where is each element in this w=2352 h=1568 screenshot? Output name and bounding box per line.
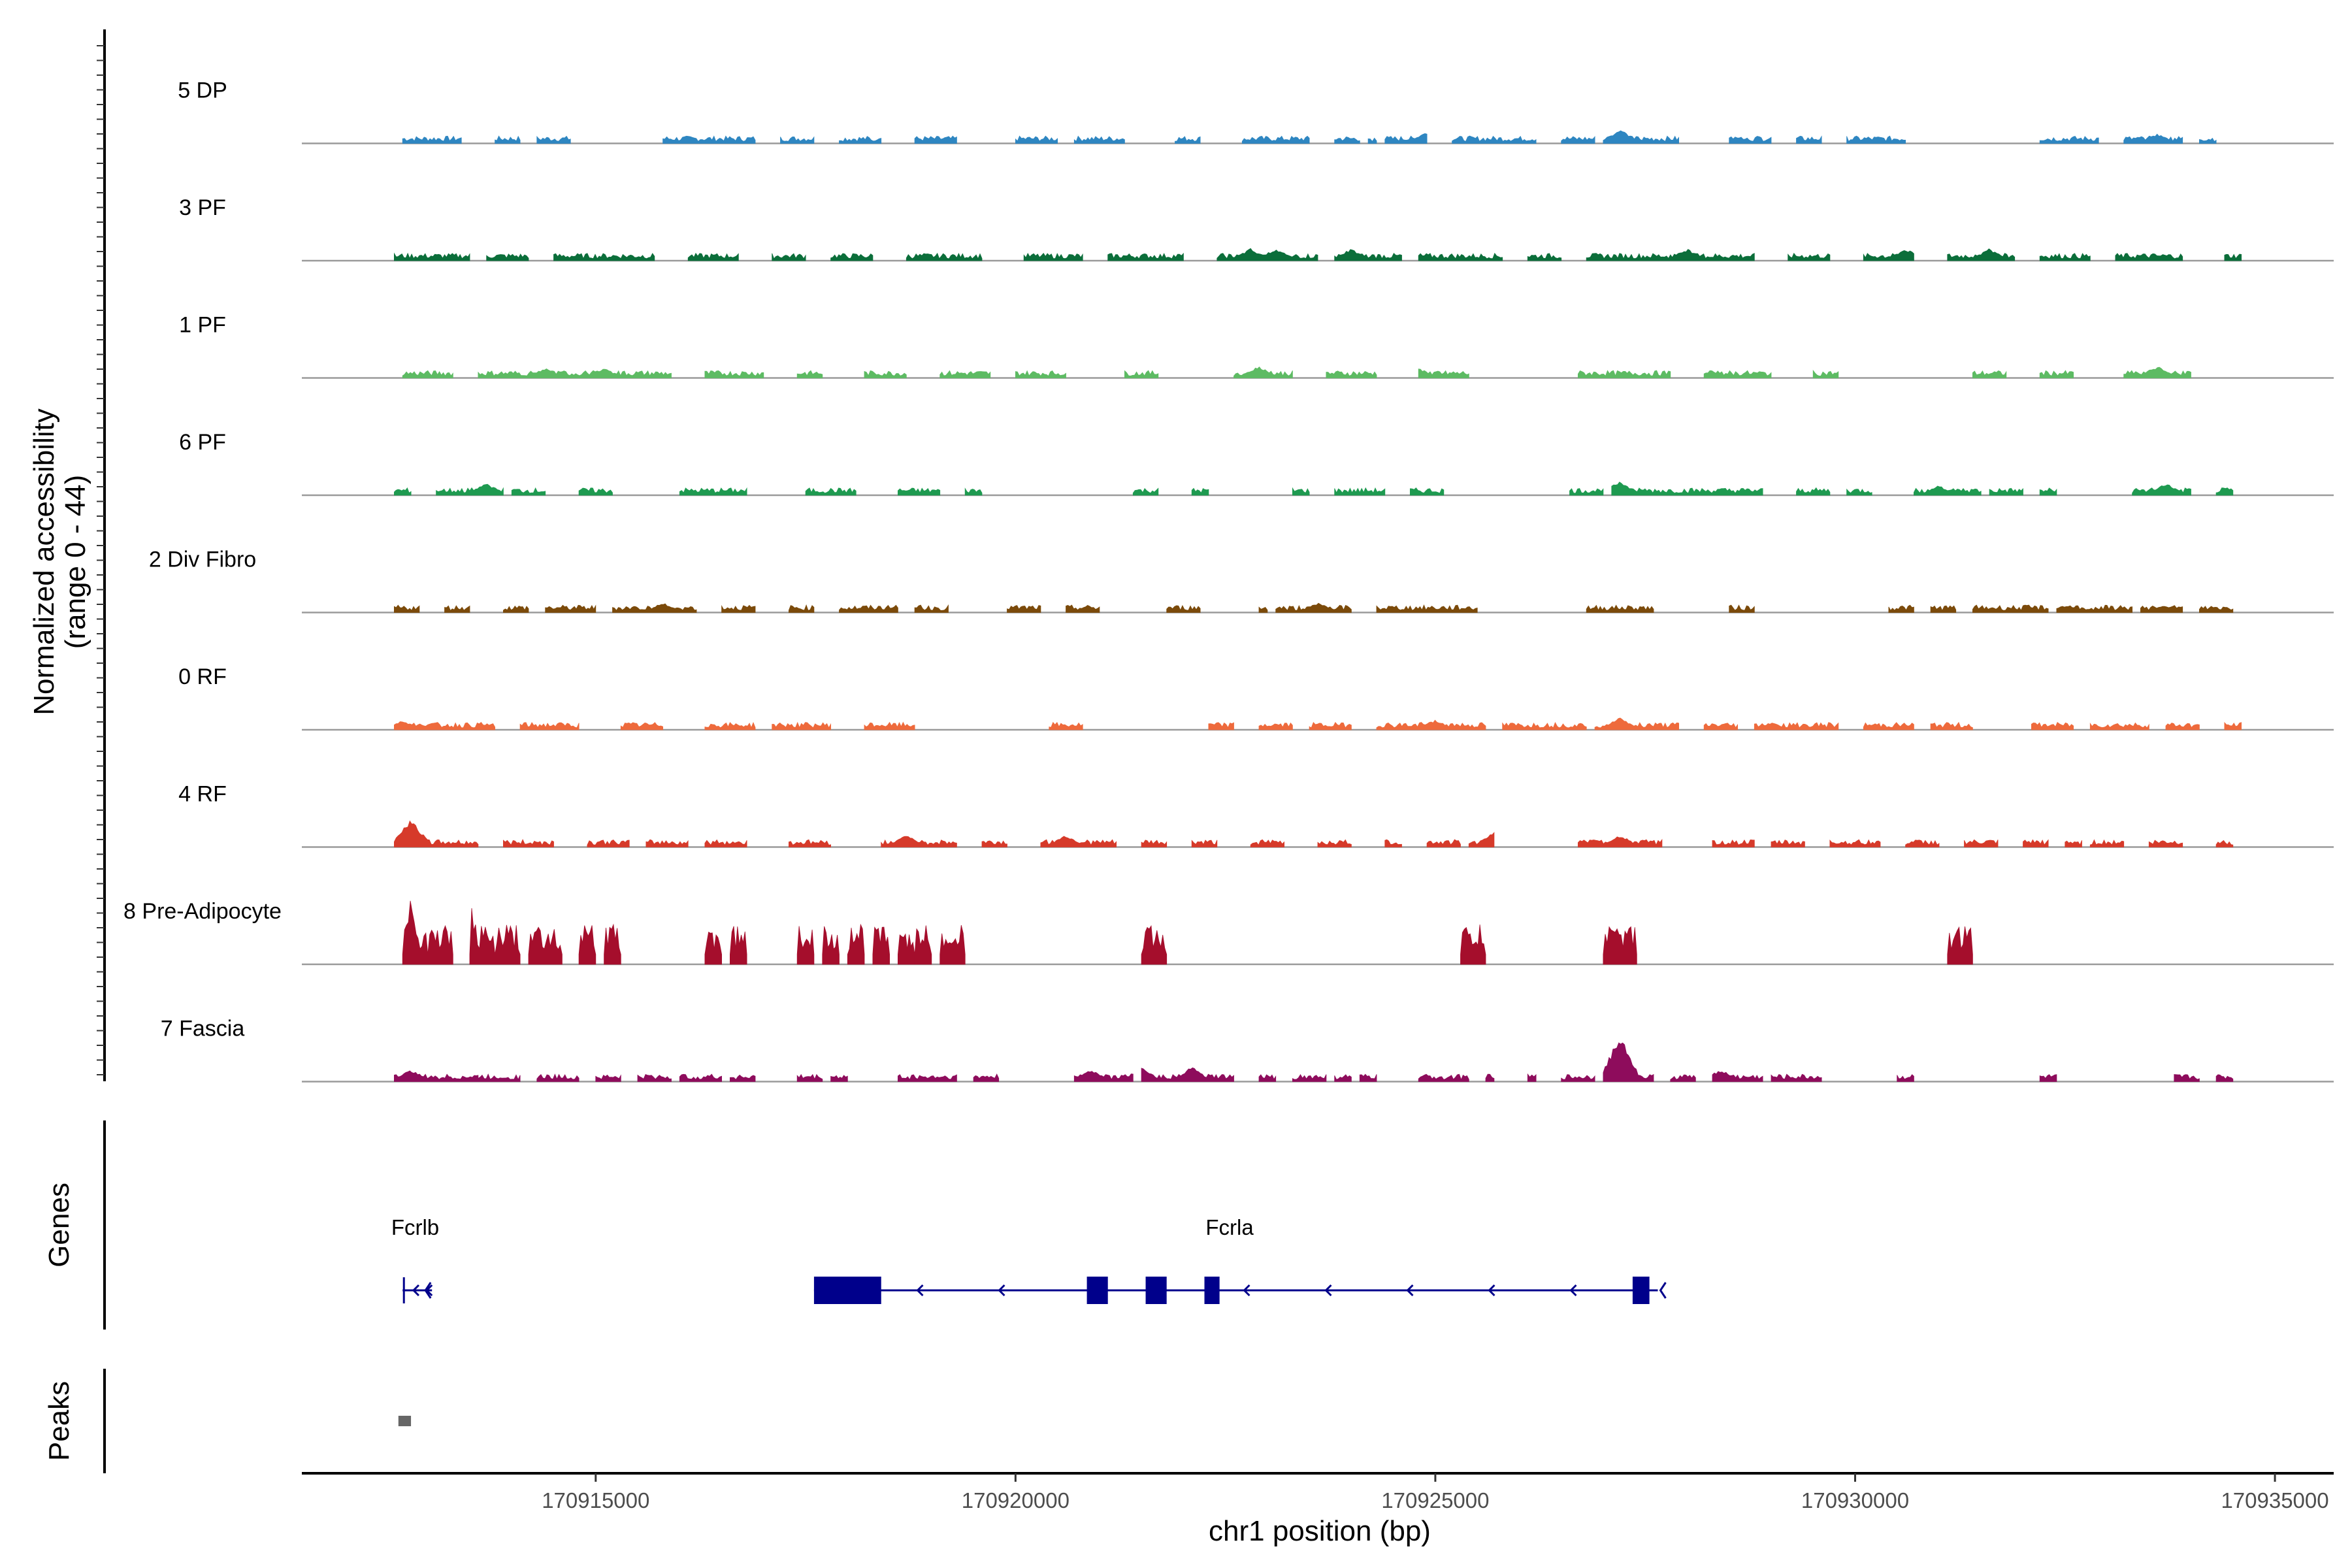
track-3: 6 PF [179,430,2334,497]
strand-arrow [412,1284,420,1297]
coverage-area [394,602,2234,613]
track-label: 0 RF [178,664,227,689]
gene-label: Fcrlb [391,1215,439,1239]
gene-annotations: Fcrlb Fcrla [391,1215,1667,1304]
strand-arrow [1569,1284,1577,1297]
x-axis-title: chr1 position (bp) [1209,1515,1431,1547]
y-axis-title-line1: Normalized accessibility [28,408,60,715]
strand-arrow [424,1282,432,1299]
coverage-area [394,482,2234,496]
track-5: 0 RF [178,664,2334,731]
peaks-track-title: Peaks [43,1381,75,1461]
strand-arrow [1659,1282,1667,1299]
track-label: 5 DP [178,78,227,103]
y-axis-title-line2: (range 0 - 44) [59,475,91,649]
x-tick-label: 170915000 [542,1488,649,1512]
coverage-area [402,130,2217,144]
track-7: 8 Pre-Adipocyte [123,899,2334,966]
track-label: 1 PF [179,313,226,338]
track-8: 7 Fascia [161,1017,2334,1083]
gene-exon [1086,1277,1108,1304]
gene-Fcrlb: Fcrlb [391,1215,439,1303]
coverage-area [394,717,2242,730]
strand-arrow [425,1284,433,1297]
track-label: 3 PF [179,195,226,220]
coverage-area [402,900,1973,965]
coverage-area [402,367,2191,378]
x-tick-label: 170930000 [1801,1488,1909,1512]
gene-exon [1145,1277,1167,1304]
gene-exon [1632,1277,1650,1304]
x-tick-label: 170935000 [2221,1488,2328,1512]
coverage-area [394,820,2234,847]
track-0: 5 DP [178,78,2334,144]
strand-arrow [1406,1284,1414,1297]
gene-label: Fcrla [1205,1215,1254,1239]
strand-arrow [998,1284,1005,1297]
coverage-tracks: 5 DP 3 PF 1 PF 6 PF 2 Div Fibro 0 RF 4 RF 8 Pre… [123,78,2334,1083]
x-tick-label: 170925000 [1381,1488,1489,1512]
genes-track-title: Genes [43,1183,75,1267]
track-label: 4 RF [178,782,227,807]
gene-exon [813,1277,881,1304]
track-label: 2 Div Fibro [149,547,256,572]
peak-region [398,1416,412,1426]
peak-regions [398,1416,412,1426]
strand-arrow [916,1284,924,1297]
coverage-y-axis-title: Normalized accessibility (range 0 - 44) [28,408,91,715]
track-6: 4 RF [178,782,2334,848]
x-tick-label: 170920000 [962,1488,1070,1512]
coverage-area [394,1042,2234,1082]
strand-arrow [1488,1284,1495,1297]
track-1: 3 PF [179,195,2334,262]
strand-arrow [1243,1284,1250,1297]
track-label: 6 PF [179,430,226,455]
coverage-area [394,248,2242,261]
track-label: 8 Pre-Adipocyte [123,899,282,924]
gene-Fcrla: Fcrla [813,1215,1667,1304]
coverage-y-axis [97,29,106,1081]
gene-exon [1204,1277,1220,1304]
track-label: 7 Fascia [161,1017,245,1041]
strand-arrow [1324,1284,1332,1297]
x-axis: 170915000 170920000 170925000 170930000 1709… [302,1472,2334,1512]
track-4: 2 Div Fibro [149,547,2334,613]
track-2: 1 PF [179,313,2334,379]
